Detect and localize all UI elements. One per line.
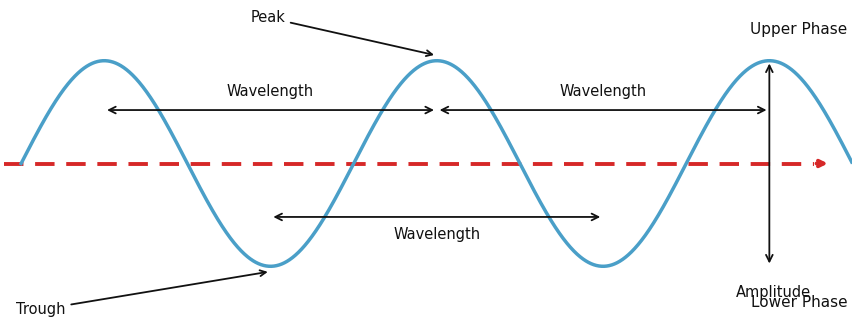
Text: Peak: Peak [250,10,432,56]
Text: Trough: Trough [16,270,266,317]
Text: Wavelength: Wavelength [227,84,314,99]
Text: Wavelength: Wavelength [560,84,646,99]
Text: Lower Phase: Lower Phase [751,295,847,310]
Text: Wavelength: Wavelength [393,227,480,242]
Text: Amplitude: Amplitude [736,285,811,300]
Text: Upper Phase: Upper Phase [751,22,847,37]
